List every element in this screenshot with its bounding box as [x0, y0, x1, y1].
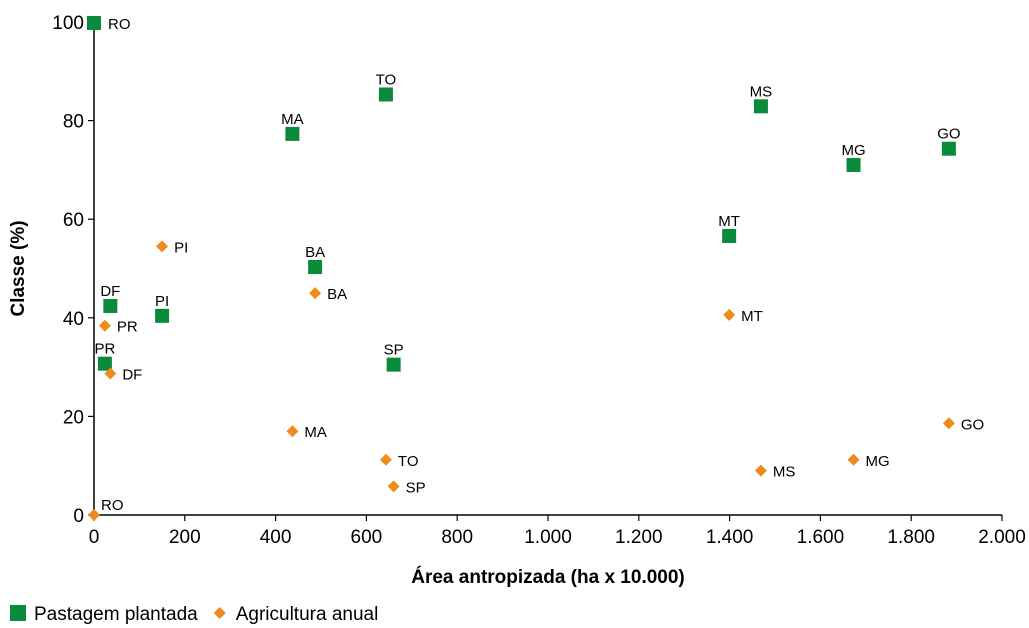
- marker-square: [285, 126, 300, 141]
- legend-swatch-square: [10, 605, 26, 621]
- legend-swatch-diamond: [213, 607, 226, 619]
- marker-square: [103, 298, 118, 313]
- x-tick-label: 0: [89, 527, 100, 548]
- point-label: MG: [866, 453, 890, 470]
- x-tick-label: 1.400: [706, 527, 754, 548]
- marker-diamond: [156, 240, 169, 253]
- x-tick-label: 600: [351, 527, 383, 548]
- marker-diamond: [942, 417, 955, 430]
- point-label: BA: [305, 244, 325, 261]
- point-label: PR: [117, 319, 138, 336]
- point-label: TO: [376, 71, 397, 88]
- legend-item: Agricultura anual: [213, 604, 379, 625]
- marker-diamond: [723, 308, 736, 321]
- point-labels: RO TO MA MS MG GO MT BA DF PI PR SP RO PI BA PR DF MT MA TO…: [94, 16, 984, 514]
- marker-diamond: [98, 319, 111, 332]
- point-label: RO: [101, 497, 124, 514]
- point-label: MS: [750, 83, 773, 100]
- x-tick-label: 1.000: [524, 527, 572, 548]
- point-label: SP: [384, 342, 404, 359]
- x-tick-label: 800: [441, 527, 473, 548]
- point-label: GO: [937, 126, 960, 143]
- y-tick-label: 0: [73, 506, 84, 527]
- point-label: MS: [773, 464, 796, 481]
- y-tick-label: 60: [63, 210, 84, 231]
- legend-item: Pastagem plantada: [10, 604, 198, 625]
- marker-square: [97, 356, 112, 371]
- point-label: PR: [94, 341, 115, 358]
- marker-square: [941, 141, 956, 156]
- x-tick-label: 1.800: [887, 527, 935, 548]
- point-label: MT: [718, 213, 740, 230]
- point-label: PI: [155, 293, 169, 310]
- y-tick-label: 100: [52, 13, 84, 34]
- point-label: MA: [304, 424, 327, 441]
- point-label: BA: [327, 286, 347, 303]
- marker-diamond: [847, 453, 860, 466]
- marker-square: [846, 157, 861, 172]
- y-tick-label: 80: [63, 112, 84, 133]
- x-tick-label: 200: [169, 527, 201, 548]
- marker-square: [87, 15, 101, 30]
- point-label: TO: [398, 453, 419, 470]
- marker-diamond: [104, 367, 117, 380]
- data-marks: [87, 15, 956, 521]
- marker-square: [308, 260, 323, 275]
- x-tick-label: 1.200: [615, 527, 663, 548]
- legend: Pastagem plantada Agricultura anual: [10, 604, 378, 625]
- marker-diamond: [286, 425, 299, 438]
- x-tick-label: 1.600: [797, 527, 845, 548]
- y-tick-label: 20: [63, 407, 84, 428]
- point-label: MT: [741, 308, 763, 325]
- x-tick-label: 2.000: [978, 527, 1026, 548]
- point-label: DF: [100, 283, 120, 300]
- legend-label: Pastagem plantada: [34, 604, 198, 625]
- marker-diamond: [379, 453, 392, 466]
- y-tick-label: 40: [63, 309, 84, 330]
- marker-diamond: [387, 480, 400, 493]
- x-axis-title: Área antropizada (ha x 10.000): [411, 566, 685, 588]
- marker-square: [386, 357, 401, 372]
- point-label: MG: [841, 142, 865, 159]
- axes: [93, 16, 1002, 516]
- marker-diamond: [88, 509, 100, 521]
- marker-diamond: [754, 464, 767, 477]
- marker-diamond: [309, 287, 322, 300]
- point-label: RO: [108, 16, 131, 33]
- point-label: GO: [961, 416, 984, 433]
- marker-square: [378, 87, 393, 102]
- point-label: SP: [406, 479, 426, 496]
- point-label: DF: [122, 367, 142, 384]
- marker-square: [753, 99, 768, 114]
- point-label: MA: [281, 111, 304, 128]
- x-tick-label: 400: [260, 527, 292, 548]
- legend-label: Agricultura anual: [236, 604, 379, 625]
- marker-square: [155, 308, 170, 323]
- point-label: PI: [174, 239, 188, 256]
- y-axis-title: Classe (%): [8, 220, 29, 316]
- marker-square: [722, 228, 737, 243]
- ticks: 0 200 400 600 800 1.000 1.200 1.400 1.600 1.800 2.…: [52, 13, 1025, 548]
